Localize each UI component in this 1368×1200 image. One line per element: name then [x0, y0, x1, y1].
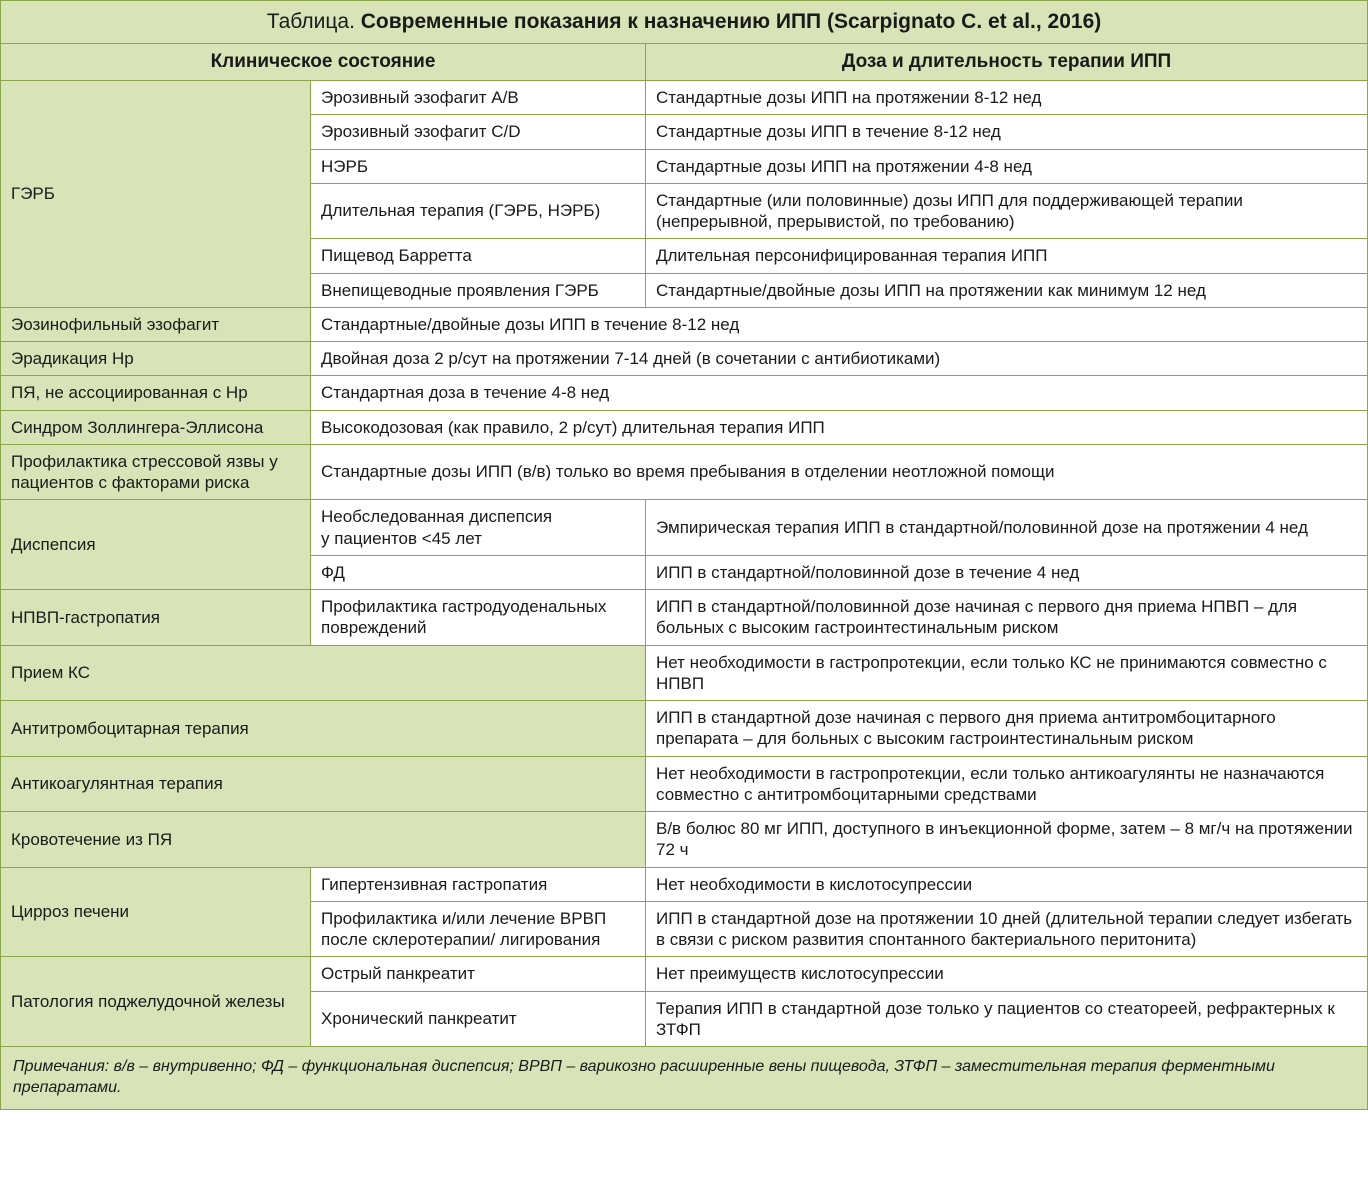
- dose-gerb-6: Стандартные/двойные дозы ИПП на протяжен…: [646, 273, 1368, 307]
- sub-disp-2: ФД: [311, 555, 646, 589]
- row-disp-1: Диспепсия Необследованная диспепсия у па…: [1, 500, 1368, 556]
- cat-erad: Эрадикация Hp: [1, 342, 311, 376]
- indications-table: Таблица. Современные показания к назначе…: [0, 0, 1368, 1110]
- sub-cirr-1: Гипертензивная гастропатия: [311, 867, 646, 901]
- row-npvp: НПВП-гастропатия Профилактика гастродуод…: [1, 590, 1368, 646]
- cat-panc: Патология поджелудочной железы: [1, 957, 311, 1047]
- dose-antitr: ИПП в стандартной дозе начиная с первого…: [646, 701, 1368, 757]
- row-cirr-1: Цирроз печени Гипертензивная гастропатия…: [1, 867, 1368, 901]
- dose-gerb-1: Стандартные дозы ИПП на протяжении 8-12 …: [646, 81, 1368, 115]
- sub-gerb-1: Эрозивный эзофагит A/B: [311, 81, 646, 115]
- dose-disp-1: Эмпирическая терапия ИПП в стандартной/п…: [646, 500, 1368, 556]
- sub-panc-2: Хронический панкреатит: [311, 991, 646, 1047]
- row-ks: Прием КС Нет необходимости в гастропроте…: [1, 645, 1368, 701]
- dose-erad: Двойная доза 2 р/сут на протяжении 7-14 …: [311, 342, 1368, 376]
- sub-gerb-2: Эрозивный эзофагит C/D: [311, 115, 646, 149]
- cat-pya: ПЯ, не ассоциированная с Hp: [1, 376, 311, 410]
- row-panc-1: Патология поджелудочной железы Острый па…: [1, 957, 1368, 991]
- sub-cirr-2: Профилактика и/или лечение ВРВП после ск…: [311, 901, 646, 957]
- row-erad: Эрадикация Hp Двойная доза 2 р/сут на пр…: [1, 342, 1368, 376]
- cat-npvp: НПВП-гастропатия: [1, 590, 311, 646]
- table-title: Таблица. Современные показания к назначе…: [1, 1, 1368, 44]
- cat-zoll: Синдром Золлингера-Эллисона: [1, 410, 311, 444]
- sub-disp-1: Необследованная диспепсия у пациентов <4…: [311, 500, 646, 556]
- dose-cirr-2: ИПП в стандартной дозе на протяжении 10 …: [646, 901, 1368, 957]
- row-antitr: Антитромбоцитарная терапия ИПП в стандар…: [1, 701, 1368, 757]
- row-gerb-1: ГЭРБ Эрозивный эзофагит A/B Стандартные …: [1, 81, 1368, 115]
- cat-eosin: Эозинофильный эзофагит: [1, 307, 311, 341]
- title-prefix: Таблица.: [267, 10, 361, 33]
- header-dose: Доза и длительность терапии ИПП: [646, 44, 1368, 81]
- title-text: Современные показания к назначению ИПП (…: [361, 10, 1102, 33]
- cat-stress: Профилактика стрессовой язвы у пациентов…: [1, 444, 311, 500]
- dose-npvp: ИПП в стандартной/половинной дозе начина…: [646, 590, 1368, 646]
- table-title-row: Таблица. Современные показания к назначе…: [1, 1, 1368, 44]
- cat-ks: Прием КС: [1, 645, 646, 701]
- footnote-row: Примечания: в/в – внутривенно; ФД – функ…: [1, 1047, 1368, 1110]
- dose-anticoag: Нет необходимости в гастропротекции, есл…: [646, 756, 1368, 812]
- footnote: Примечания: в/в – внутривенно; ФД – функ…: [1, 1047, 1368, 1110]
- row-anticoag: Антикоагулянтная терапия Нет необходимос…: [1, 756, 1368, 812]
- sub-gerb-6: Внепищеводные проявления ГЭРБ: [311, 273, 646, 307]
- dose-ks: Нет необходимости в гастропротекции, есл…: [646, 645, 1368, 701]
- cat-antitr: Антитромбоцитарная терапия: [1, 701, 646, 757]
- dose-panc-2: Терапия ИПП в стандартной дозе только у …: [646, 991, 1368, 1047]
- cat-gerb: ГЭРБ: [1, 81, 311, 308]
- row-stress: Профилактика стрессовой язвы у пациентов…: [1, 444, 1368, 500]
- cat-anticoag: Антикоагулянтная терапия: [1, 756, 646, 812]
- cat-cirr: Цирроз печени: [1, 867, 311, 957]
- dose-pya: Стандартная доза в течение 4-8 нед: [311, 376, 1368, 410]
- dose-gerb-2: Стандартные дозы ИПП в течение 8-12 нед: [646, 115, 1368, 149]
- dose-stress: Стандартные дозы ИПП (в/в) только во вре…: [311, 444, 1368, 500]
- row-bleed: Кровотечение из ПЯ В/в болюс 80 мг ИПП, …: [1, 812, 1368, 868]
- sub-gerb-3: НЭРБ: [311, 149, 646, 183]
- dose-gerb-4: Стандартные (или половинные) дозы ИПП дл…: [646, 183, 1368, 239]
- row-eosin: Эозинофильный эзофагит Стандартные/двойн…: [1, 307, 1368, 341]
- dose-zoll: Высокодозовая (как правило, 2 р/сут) дли…: [311, 410, 1368, 444]
- sub-gerb-5: Пищевод Барретта: [311, 239, 646, 273]
- sub-npvp: Профилактика гастродуоденальных поврежде…: [311, 590, 646, 646]
- header-condition: Клиническое состояние: [1, 44, 646, 81]
- cat-bleed: Кровотечение из ПЯ: [1, 812, 646, 868]
- sub-panc-1: Острый панкреатит: [311, 957, 646, 991]
- dose-panc-1: Нет преимуществ кислотосупрессии: [646, 957, 1368, 991]
- sub-gerb-4: Длительная терапия (ГЭРБ, НЭРБ): [311, 183, 646, 239]
- dose-disp-2: ИПП в стандартной/половинной дозе в тече…: [646, 555, 1368, 589]
- dose-bleed: В/в болюс 80 мг ИПП, доступного в инъекц…: [646, 812, 1368, 868]
- row-zoll: Синдром Золлингера-Эллисона Высокодозова…: [1, 410, 1368, 444]
- cat-disp: Диспепсия: [1, 500, 311, 590]
- dose-gerb-5: Длительная персонифицированная терапия И…: [646, 239, 1368, 273]
- dose-gerb-3: Стандартные дозы ИПП на протяжении 4-8 н…: [646, 149, 1368, 183]
- dose-cirr-1: Нет необходимости в кислотосупрессии: [646, 867, 1368, 901]
- dose-eosin: Стандартные/двойные дозы ИПП в течение 8…: [311, 307, 1368, 341]
- table-header-row: Клиническое состояние Доза и длительност…: [1, 44, 1368, 81]
- row-pya: ПЯ, не ассоциированная с Hp Стандартная …: [1, 376, 1368, 410]
